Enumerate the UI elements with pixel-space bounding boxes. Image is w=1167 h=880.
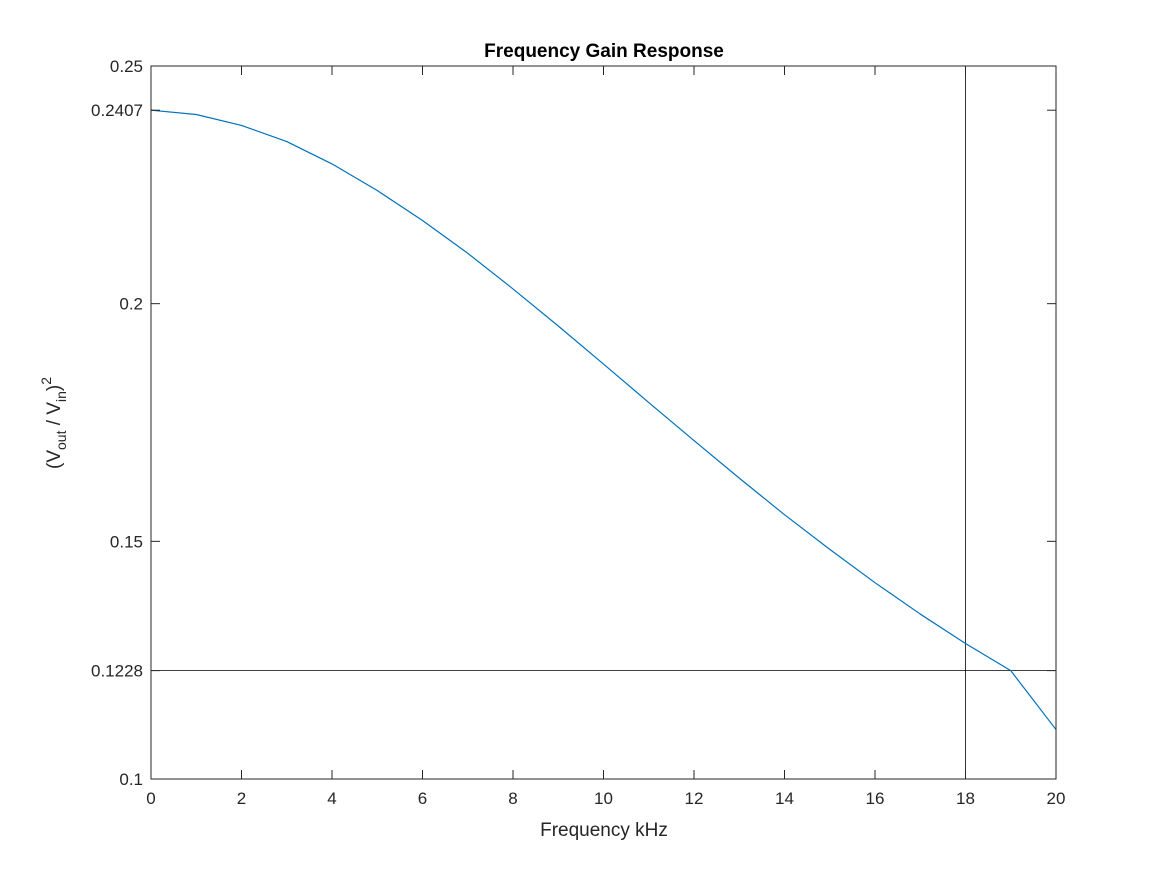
plot-area	[151, 66, 1056, 779]
x-tick-label: 18	[956, 789, 975, 808]
y-axis-label-close: )	[44, 385, 65, 391]
x-tick-label: 4	[327, 789, 336, 808]
x-tick-label: 6	[418, 789, 427, 808]
x-axis-label: Frequency kHz	[540, 820, 668, 841]
x-tick-label: 20	[1047, 789, 1066, 808]
y-tick-label: 0.2	[119, 295, 143, 314]
series-line	[150, 109, 1057, 730]
x-tick-label: 14	[775, 789, 794, 808]
y-axis-label-open: (V	[44, 450, 65, 469]
x-tick-label: 2	[237, 789, 246, 808]
y-tick-label: 0.15	[110, 532, 143, 551]
y-axis-label-out-subscript: out	[53, 430, 69, 450]
y-axis-label-superscript: 2	[38, 377, 54, 385]
y-tick-label: 0.1228	[91, 662, 143, 681]
x-tick-label: 0	[146, 789, 155, 808]
plot-layer: 0 2 4 6 8 10 12 14 16 18 20 0.1 0.1228 0.15 0.2 0.2407 0…	[91, 57, 1065, 808]
y-axis-label-in-subscript: in	[53, 391, 69, 402]
y-tick-label: 0.25	[110, 57, 143, 76]
x-tick-label: 16	[866, 789, 885, 808]
x-tick-label: 12	[685, 789, 704, 808]
x-tick-label: 10	[594, 789, 613, 808]
y-tick-label: 0.1	[119, 770, 143, 789]
y-axis-label: (Vout / Vin)2	[38, 377, 69, 469]
chart-title: Frequency Gain Response	[484, 41, 724, 62]
x-tick-label: 8	[508, 789, 517, 808]
y-axis-label-mid: / V	[44, 402, 65, 431]
y-tick-label: 0.2407	[91, 101, 143, 120]
